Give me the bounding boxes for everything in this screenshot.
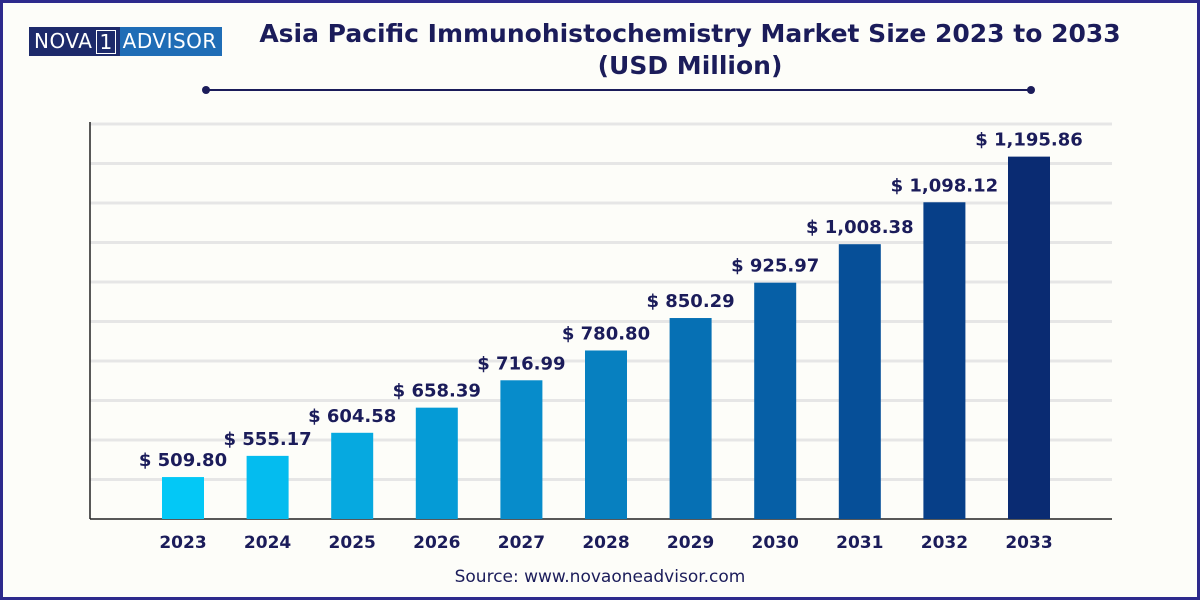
data-label-2023: $ 509.80 — [139, 450, 227, 471]
divider-dot-right — [1027, 86, 1035, 94]
bar-2033 — [1008, 156, 1050, 519]
bar-2025 — [331, 432, 374, 519]
bar-2029 — [669, 318, 712, 519]
bar-2030 — [754, 282, 797, 519]
bar-2028 — [585, 350, 627, 519]
bar-2023 — [162, 477, 204, 519]
x-tick-label: 2030 — [752, 533, 799, 553]
data-label-2027: $ 716.99 — [477, 353, 565, 374]
chart-title: Asia Pacific Immunohistochemistry Market… — [230, 18, 1150, 82]
x-tick-label: 2029 — [667, 533, 714, 553]
logo-text-left: NOVA — [34, 29, 93, 53]
data-label-2025: $ 604.58 — [308, 406, 396, 427]
data-label-2026: $ 658.39 — [393, 381, 481, 402]
x-tick-label: 2023 — [159, 533, 206, 553]
data-label-2024: $ 555.17 — [223, 429, 311, 450]
nova-advisor-logo: NOVA 1 ADVISOR — [29, 27, 222, 56]
data-label-2030: $ 925.97 — [731, 256, 819, 277]
chart-title-line1: Asia Pacific Immunohistochemistry Market… — [259, 19, 1121, 48]
x-tick-label: 2027 — [498, 533, 545, 553]
bar-2031 — [838, 244, 881, 519]
data-label-2032: $ 1,098.12 — [891, 175, 999, 196]
bar-2027 — [500, 380, 543, 519]
x-tick-label: 2033 — [1005, 533, 1052, 553]
data-label-2033: $ 1,195.86 — [975, 130, 1083, 151]
x-tick-label: 2031 — [836, 533, 883, 553]
bar-2026 — [415, 407, 458, 519]
bar-2032 — [923, 202, 966, 519]
data-label-2029: $ 850.29 — [646, 291, 734, 312]
x-tick-label: 2025 — [329, 533, 376, 553]
logo-text-right: ADVISOR — [119, 27, 222, 56]
title-divider — [206, 89, 1032, 91]
bar-2024 — [246, 455, 289, 519]
data-label-2031: $ 1,008.38 — [806, 217, 914, 238]
x-tick-label: 2032 — [921, 533, 968, 553]
x-tick-label: 2028 — [582, 533, 629, 553]
x-tick-label: 2026 — [413, 533, 460, 553]
source-text: Source: www.novaoneadvisor.com — [454, 567, 746, 587]
data-label-2028: $ 780.80 — [562, 323, 650, 344]
logo-text-mid: 1 — [96, 29, 116, 54]
divider-dot-left — [202, 86, 210, 94]
chart-title-line2: (USD Million) — [597, 51, 783, 80]
x-tick-label: 2024 — [244, 533, 291, 553]
